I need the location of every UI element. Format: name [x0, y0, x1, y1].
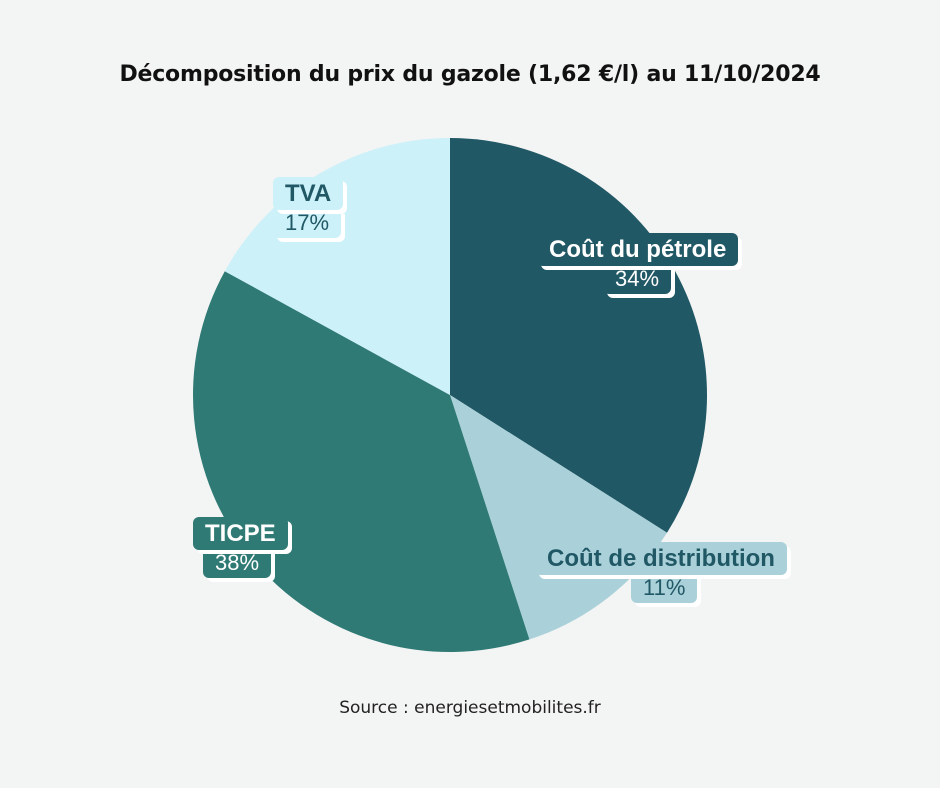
pie-slice-ticpe	[193, 271, 530, 652]
label-name: TVA	[273, 177, 344, 210]
label-name: Coût du pétrole	[537, 233, 739, 266]
source-note: Source : energiesetmobilites.fr	[339, 698, 601, 718]
label-cout-petrole: Coût du pétrole 34%	[537, 233, 739, 294]
label-percent: 11%	[631, 575, 698, 603]
chart-title: Décomposition du prix du gazole (1,62 €/…	[119, 62, 821, 87]
label-ticpe: TICPE 38%	[193, 517, 288, 578]
pie-slice-co-t-de-distribution	[450, 395, 667, 640]
label-cout-distribution: Coût de distribution 11%	[535, 542, 787, 603]
label-percent: 34%	[603, 266, 672, 294]
label-name: TICPE	[193, 517, 288, 550]
label-name: Coût de distribution	[535, 542, 787, 575]
label-percent: 17%	[273, 210, 342, 238]
label-tva: TVA 17%	[273, 177, 344, 238]
label-percent: 38%	[203, 550, 272, 578]
